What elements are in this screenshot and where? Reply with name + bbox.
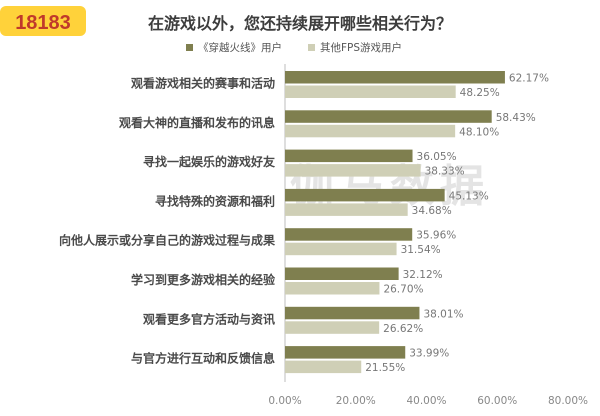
data-label: 48.10%: [459, 126, 499, 138]
bar-cf: [285, 71, 505, 84]
bar-cf: [285, 110, 492, 123]
bar-cf: [285, 346, 406, 359]
x-tick-label: 80.00%: [548, 395, 588, 407]
bar-other: [285, 242, 397, 256]
data-label: 38.01%: [423, 308, 463, 320]
category-label: 向他人展示或分享自己的游戏过程与成果: [59, 233, 275, 248]
data-label: 62.17%: [509, 73, 549, 85]
x-tick-label: 60.00%: [477, 395, 517, 407]
category-label: 观看游戏相关的赛事和活动: [131, 76, 275, 91]
data-label: 21.55%: [365, 362, 405, 374]
data-label: 26.62%: [383, 323, 423, 335]
bar-cf: [285, 306, 420, 320]
data-label: 34.68%: [412, 205, 452, 217]
site-logo: 18183: [0, 6, 86, 36]
category-label: 与官方进行互动和反馈信息: [131, 351, 275, 366]
data-label: 26.70%: [383, 284, 423, 296]
bar-other: [285, 85, 456, 98]
x-tick-label: 20.00%: [336, 395, 376, 407]
data-label: 35.96%: [416, 230, 456, 242]
category-label: 学习到更多游戏相关的经验: [131, 272, 276, 287]
legend-swatch-cf: [186, 44, 193, 51]
x-tick-label: 40.00%: [406, 395, 446, 407]
x-tick-label: 0.00%: [268, 395, 301, 407]
legend-label-cf: 《穿越火线》用户: [198, 42, 282, 54]
category-label: 寻找一起娱乐的游戏好友: [143, 154, 275, 169]
legend-label-other: 其他FPS游戏用户: [320, 42, 403, 54]
data-label: 33.99%: [409, 348, 449, 360]
data-label: 48.25%: [460, 87, 500, 99]
legend-item-other: 其他FPS游戏用户: [308, 40, 402, 55]
data-label: 36.05%: [417, 151, 457, 163]
legend-item-cf: 《穿越火线》用户: [186, 40, 282, 55]
bar-cf: [285, 228, 413, 241]
bar-other: [285, 282, 380, 295]
bar-other: [285, 164, 421, 177]
bar-other: [285, 360, 362, 374]
category-label: 观看更多官方活动与资讯: [143, 311, 275, 326]
data-label: 31.54%: [401, 244, 441, 256]
category-label: 寻找特殊的资源和福利: [155, 193, 275, 208]
bar-other: [285, 124, 456, 138]
data-label: 58.43%: [496, 112, 536, 124]
data-label: 45.13%: [449, 190, 489, 202]
category-label: 观看大神的直播和发布的讯息: [119, 115, 275, 130]
svg-text:18183: 18183: [15, 12, 71, 34]
bar-cf: [285, 188, 445, 202]
chart-title: 在游戏以外，您还持续展开哪些相关行为？: [147, 14, 452, 33]
bar-cf: [285, 149, 413, 163]
legend-swatch-other: [308, 44, 315, 51]
data-label: 38.33%: [425, 166, 465, 178]
bar-other: [285, 203, 408, 216]
chart-legend: 《穿越火线》用户 其他FPS游戏用户: [186, 40, 402, 55]
bar-other: [285, 321, 380, 334]
data-label: 32.12%: [403, 269, 443, 281]
bar-cf: [285, 267, 399, 280]
